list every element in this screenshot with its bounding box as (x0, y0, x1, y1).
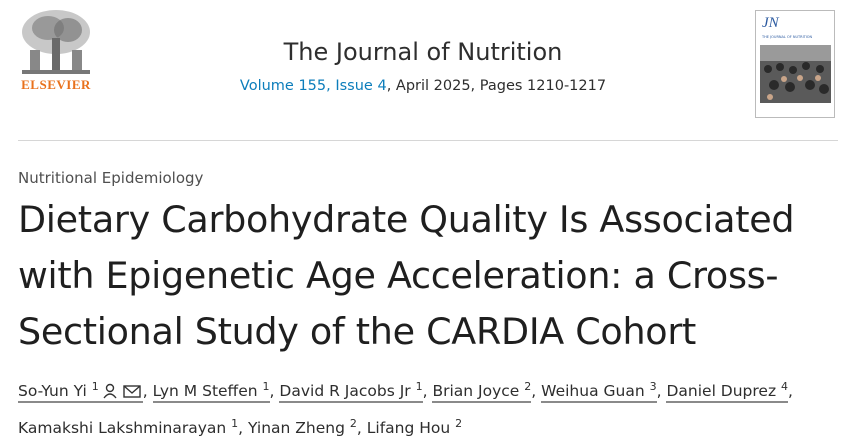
divider (18, 140, 838, 141)
author[interactable]: David R Jacobs Jr 1 (279, 380, 423, 404)
author-separator: , (356, 419, 362, 436)
author-name: Weihua Guan (541, 382, 645, 401)
cover-subtitle: THE JOURNAL OF NUTRITION (762, 35, 813, 39)
affiliation-marker: 2 (349, 417, 357, 431)
affiliation-marker: 3 (649, 380, 657, 393)
author-separator: , (788, 382, 793, 401)
author-name: Lifang Hou (366, 419, 451, 436)
contact-icons[interactable] (103, 383, 143, 399)
author-name: Lyn M Steffen (152, 382, 258, 401)
issue-details: , April 2025, Pages 1210-1217 (386, 78, 607, 94)
author-separator: , (238, 419, 244, 436)
author[interactable]: Brian Joyce 2 (432, 380, 532, 404)
issue-info: Volume 155, Issue 4, April 2025, Pages 1… (180, 78, 666, 94)
author[interactable]: So-Yun Yi 1 (18, 380, 143, 404)
publisher-name: ELSEVIER (21, 77, 91, 92)
affiliation-marker: 2 (455, 417, 463, 431)
author-separator: , (656, 382, 662, 401)
author[interactable]: Kamakshi Lakshminarayan 1 (18, 417, 239, 436)
volume-link[interactable]: Volume 155, Issue 4 (239, 78, 387, 94)
author-list: So-Yun Yi 1, Lyn M Steffen 1, David R Ja… (18, 372, 838, 436)
author[interactable]: Lyn M Steffen 1 (152, 380, 270, 404)
article-title: Dietary Carbohydrate Quality Is Associat… (18, 198, 795, 353)
author-name: So-Yun Yi (18, 382, 87, 401)
author-icons[interactable] (103, 380, 143, 409)
author-separator: , (422, 382, 428, 401)
affiliation-marker: 1 (415, 380, 423, 393)
publisher-logo (22, 10, 90, 74)
affiliation-marker: 1 (231, 417, 239, 431)
affiliation-marker: 2 (524, 380, 532, 393)
author-name: Daniel Duprez (666, 382, 777, 401)
author-name: Brian Joyce (432, 382, 520, 401)
cover-image (760, 45, 831, 103)
cover-logo: JN (762, 15, 779, 31)
article-section: Nutritional Epidemiology (18, 169, 204, 187)
author-separator: , (269, 382, 275, 401)
journal-title[interactable]: The Journal of Nutrition (283, 38, 563, 66)
author[interactable]: Lifang Hou 2 (366, 417, 463, 436)
journal-cover[interactable]: JN THE JOURNAL OF NUTRITION (755, 10, 835, 118)
author-name: Kamakshi Lakshminarayan (18, 419, 227, 436)
author[interactable]: Yinan Zheng 2 (248, 417, 357, 436)
author-name: Yinan Zheng (248, 419, 345, 436)
affiliation-marker: 1 (262, 380, 270, 393)
affiliation-marker: 4 (781, 380, 789, 393)
author-separator: , (142, 382, 148, 401)
affiliation-marker: 1 (91, 380, 99, 393)
author[interactable]: Daniel Duprez 4 (666, 380, 789, 404)
author[interactable]: Weihua Guan 3 (541, 380, 657, 404)
author-separator: , (531, 382, 537, 401)
author-name: David R Jacobs Jr (279, 382, 411, 401)
